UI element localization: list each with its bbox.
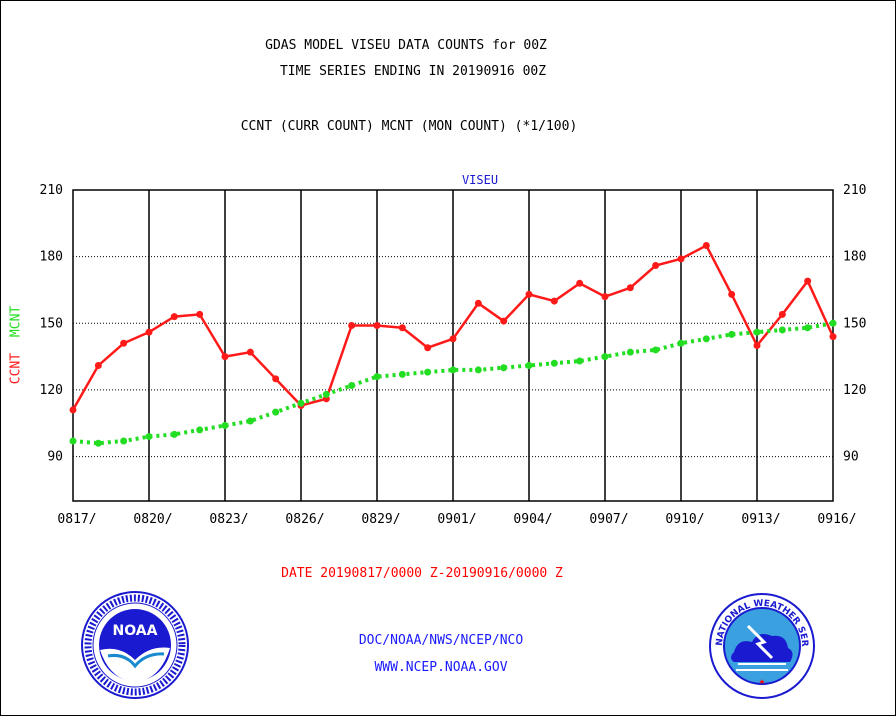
x-tick-label: 0904/ — [513, 512, 552, 527]
data-point-mcnt — [120, 437, 128, 445]
data-point-mcnt — [525, 361, 533, 369]
noaa-logo-text: NOAA — [113, 623, 158, 639]
data-point-ccnt — [120, 339, 128, 347]
chart-subtitle: CCNT (CURR COUNT) MCNT (MON COUNT) (*1/1… — [240, 119, 578, 134]
data-point-mcnt — [196, 426, 204, 434]
data-point-ccnt — [373, 322, 381, 330]
x-tick-label: 0901/ — [437, 512, 476, 527]
data-point-mcnt — [626, 348, 634, 356]
data-point-ccnt — [753, 342, 761, 349]
data-point-mcnt — [322, 390, 330, 398]
data-point-ccnt — [500, 317, 508, 325]
x-tick-label: 0829/ — [361, 512, 400, 527]
data-point-ccnt — [221, 353, 229, 361]
y-tick-label-left: 180 — [40, 250, 63, 265]
data-point-ccnt — [525, 290, 533, 298]
x-tick-label: 0916/ — [817, 512, 856, 527]
data-point-mcnt — [753, 328, 761, 336]
data-point-ccnt — [272, 375, 280, 383]
x-tick-label: 0910/ — [665, 512, 704, 527]
data-point-mcnt — [550, 359, 558, 367]
data-point-ccnt — [196, 310, 204, 318]
nws-logo: NATIONAL WEATHER SERVICE — [708, 592, 815, 699]
x-tick-label: 0820/ — [133, 512, 172, 527]
data-point-mcnt — [69, 437, 77, 445]
data-point-ccnt — [449, 335, 457, 343]
data-point-ccnt — [474, 299, 482, 307]
data-point-mcnt — [398, 370, 406, 378]
url-line: WWW.NCEP.NOAA.GOV — [374, 660, 508, 675]
data-point-mcnt — [424, 368, 432, 376]
data-point-mcnt — [449, 366, 457, 374]
chart-title-line1: GDAS MODEL VISEU DATA COUNTS for 00Z — [265, 38, 547, 53]
data-point-ccnt — [601, 293, 609, 301]
y-tick-label-right: 90 — [843, 450, 859, 465]
data-point-ccnt — [170, 313, 178, 321]
y-tick-label-right: 180 — [843, 250, 866, 265]
noaa-logo: NOAA — [81, 591, 189, 699]
data-point-mcnt — [576, 357, 584, 365]
data-point-mcnt — [297, 399, 305, 407]
x-tick-label: 0913/ — [741, 512, 780, 527]
data-point-ccnt — [677, 255, 685, 263]
data-point-ccnt — [829, 333, 837, 341]
y-tick-label-right: 120 — [843, 383, 866, 398]
data-point-mcnt — [221, 421, 229, 429]
data-point-mcnt — [728, 330, 736, 338]
y-tick-label-right: 210 — [843, 183, 866, 198]
data-point-ccnt — [702, 242, 710, 250]
data-point-mcnt — [500, 364, 508, 372]
data-point-mcnt — [474, 366, 482, 374]
data-point-ccnt — [728, 290, 736, 298]
data-point-mcnt — [348, 381, 356, 389]
data-point-ccnt — [804, 277, 812, 285]
data-point-ccnt — [145, 328, 153, 336]
x-tick-label: 0817/ — [57, 512, 96, 527]
data-point-mcnt — [94, 439, 102, 447]
data-point-ccnt — [576, 279, 584, 287]
data-point-mcnt — [702, 335, 710, 343]
data-point-mcnt — [170, 430, 178, 438]
plot-title: VISEU — [462, 173, 498, 187]
data-point-ccnt — [69, 406, 77, 414]
data-point-ccnt — [398, 324, 406, 332]
y-tick-label-left: 210 — [40, 183, 63, 198]
data-point-ccnt — [424, 344, 432, 352]
data-point-mcnt — [778, 326, 786, 334]
y-tick-label-right: 150 — [843, 316, 866, 331]
data-point-ccnt — [348, 322, 356, 330]
data-point-ccnt — [94, 361, 102, 369]
x-tick-label: 0823/ — [209, 512, 248, 527]
data-point-mcnt — [804, 324, 812, 332]
data-point-ccnt — [550, 297, 558, 305]
data-point-mcnt — [601, 353, 609, 361]
x-tick-label: 0907/ — [589, 512, 628, 527]
date-range: DATE 20190817/0000 Z-20190916/0000 Z — [281, 566, 563, 581]
data-point-mcnt — [373, 373, 381, 381]
y-tick-label-left: 120 — [40, 383, 63, 398]
org-line: DOC/NOAA/NWS/NCEP/NCO — [358, 633, 524, 648]
data-point-ccnt — [246, 348, 254, 356]
data-point-mcnt — [272, 408, 280, 416]
data-point-ccnt — [778, 310, 786, 318]
data-point-mcnt — [246, 417, 254, 425]
x-tick-label: 0826/ — [285, 512, 324, 527]
data-point-ccnt — [626, 284, 634, 292]
chart-title-line2: TIME SERIES ENDING IN 20190916 00Z — [279, 64, 547, 79]
data-point-mcnt — [829, 319, 837, 327]
data-point-mcnt — [145, 433, 153, 441]
data-point-mcnt — [677, 339, 685, 347]
y-tick-label-left: 90 — [47, 450, 63, 465]
data-point-mcnt — [652, 346, 660, 354]
data-point-ccnt — [652, 262, 660, 270]
y-tick-label-left: 150 — [40, 316, 63, 331]
